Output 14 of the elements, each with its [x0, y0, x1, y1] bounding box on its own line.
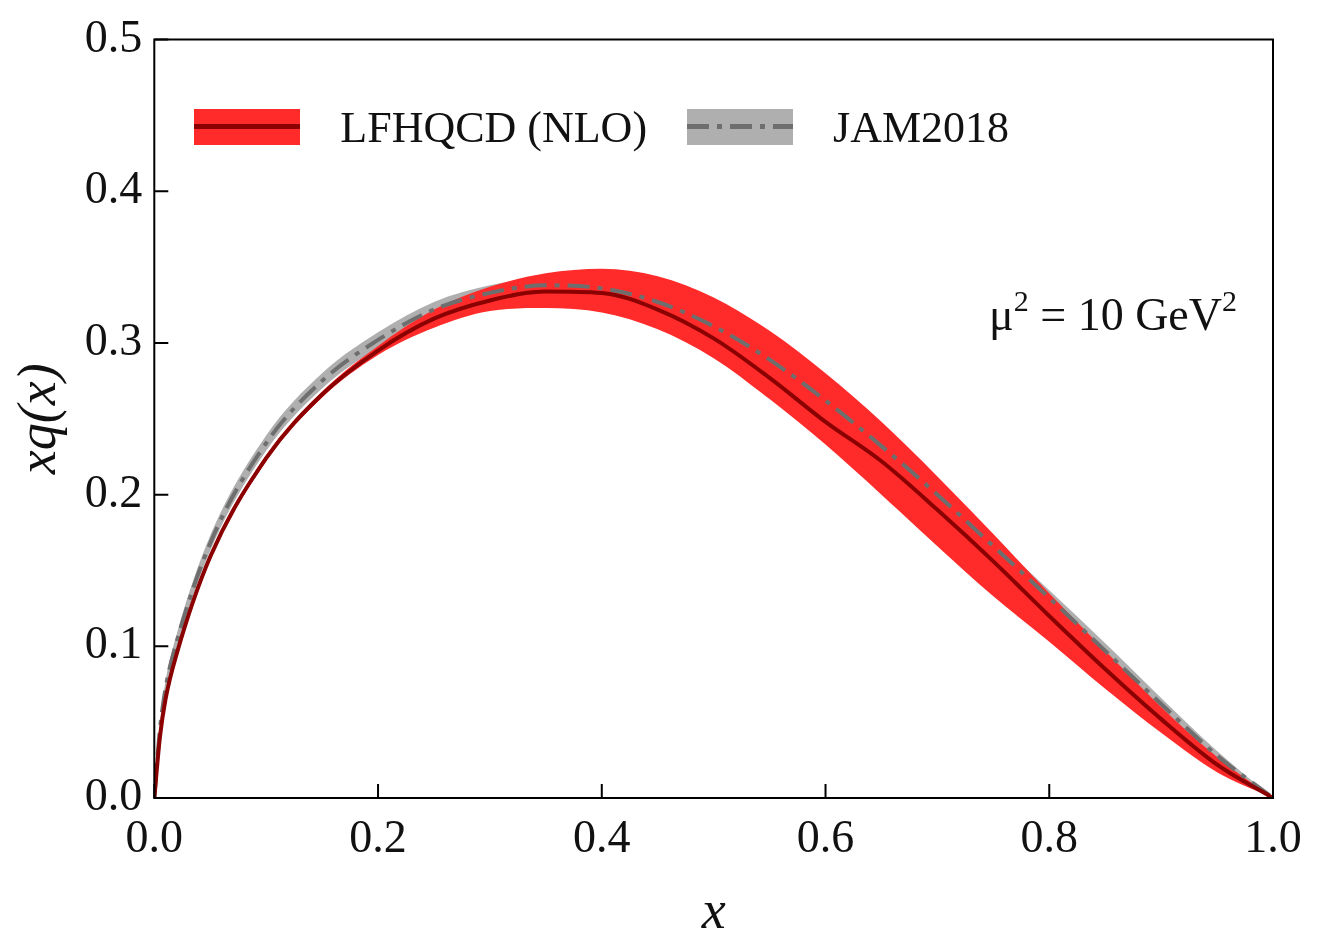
- y-tick-label: 0.3: [84, 314, 143, 366]
- x-tick-label: 0.8: [1020, 810, 1079, 862]
- x-axis-title: x: [700, 879, 726, 940]
- x-tick-label: 0.4: [573, 810, 631, 862]
- y-axis-title: xq(x): [6, 363, 67, 476]
- legend-label: JAM2018: [833, 101, 1010, 153]
- x-tick-label: 0.2: [349, 810, 407, 862]
- x-tick-label: 1.0: [1244, 810, 1302, 862]
- legend-label: LFHQCD (NLO): [340, 101, 648, 153]
- y-tick-label: 0.1: [84, 617, 143, 669]
- x-tick-label: 0.6: [796, 810, 855, 862]
- y-tick-label: 0.5: [84, 10, 143, 62]
- y-tick-label: 0.2: [84, 465, 143, 517]
- y-tick-label: 0.4: [84, 162, 143, 214]
